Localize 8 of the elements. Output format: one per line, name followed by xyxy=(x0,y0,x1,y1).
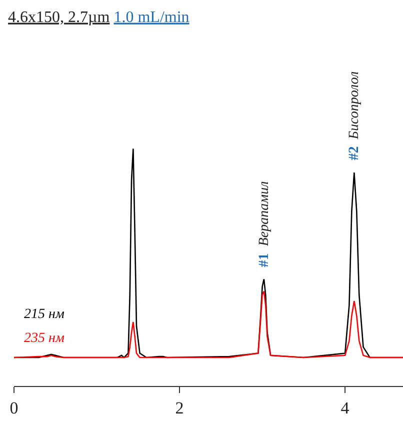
x-tick-label: 0 xyxy=(10,398,18,418)
x-tick-label: 4 xyxy=(340,398,350,418)
annotation: #1 Верапамил xyxy=(256,181,272,268)
text: 215 нм xyxy=(24,307,64,322)
series-label: 235 нм xyxy=(24,331,64,346)
chart-title: 4.6x150, 2.7µm 1.0 mL/min xyxy=(8,8,190,26)
x-tick-label: 2 xyxy=(175,398,184,418)
annotation: #2 Бисопролол xyxy=(347,71,362,160)
